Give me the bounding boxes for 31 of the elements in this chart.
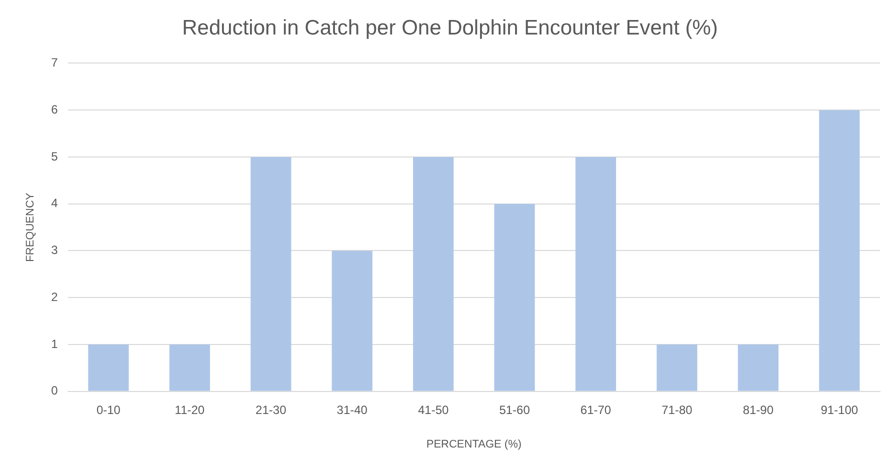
bar bbox=[738, 344, 778, 391]
x-tick-label: 0-10 bbox=[96, 402, 121, 417]
x-tick-label: 11-20 bbox=[174, 402, 205, 417]
bar bbox=[250, 156, 292, 391]
bar bbox=[413, 156, 454, 391]
x-tick-label: 21-30 bbox=[256, 402, 287, 417]
bar bbox=[169, 344, 210, 391]
bar bbox=[819, 110, 860, 391]
x-tick-label: 91-100 bbox=[820, 402, 858, 417]
y-tick-label: 0 bbox=[51, 384, 58, 398]
y-tick-label: 3 bbox=[51, 243, 58, 258]
x-tick-label: 31-40 bbox=[336, 402, 368, 417]
chart-title: Reduction in Catch per One Dolphin Encounter Event (%) bbox=[182, 16, 718, 40]
x-tick-label: 41-50 bbox=[418, 402, 449, 417]
y-tick-label: 6 bbox=[51, 102, 58, 116]
bar bbox=[575, 156, 616, 391]
x-tick-label: 81-90 bbox=[742, 402, 774, 417]
y-tick-label: 4 bbox=[51, 196, 58, 210]
bar bbox=[494, 204, 535, 391]
y-axis-title: FREQUENCY bbox=[24, 192, 37, 262]
x-tick-label: 51-60 bbox=[499, 402, 530, 417]
y-tick-label: 7 bbox=[51, 56, 58, 70]
x-tick-label: 61-70 bbox=[580, 402, 612, 417]
x-tick-label: 71-80 bbox=[662, 402, 693, 417]
y-tick-label: 5 bbox=[51, 149, 58, 164]
y-tick-label: 2 bbox=[51, 290, 58, 304]
bar bbox=[88, 344, 129, 391]
y-tick-label: 1 bbox=[51, 336, 58, 351]
bar bbox=[332, 250, 372, 391]
bar bbox=[656, 344, 698, 391]
x-axis-title: PERCENTAGE (%) bbox=[426, 438, 522, 450]
